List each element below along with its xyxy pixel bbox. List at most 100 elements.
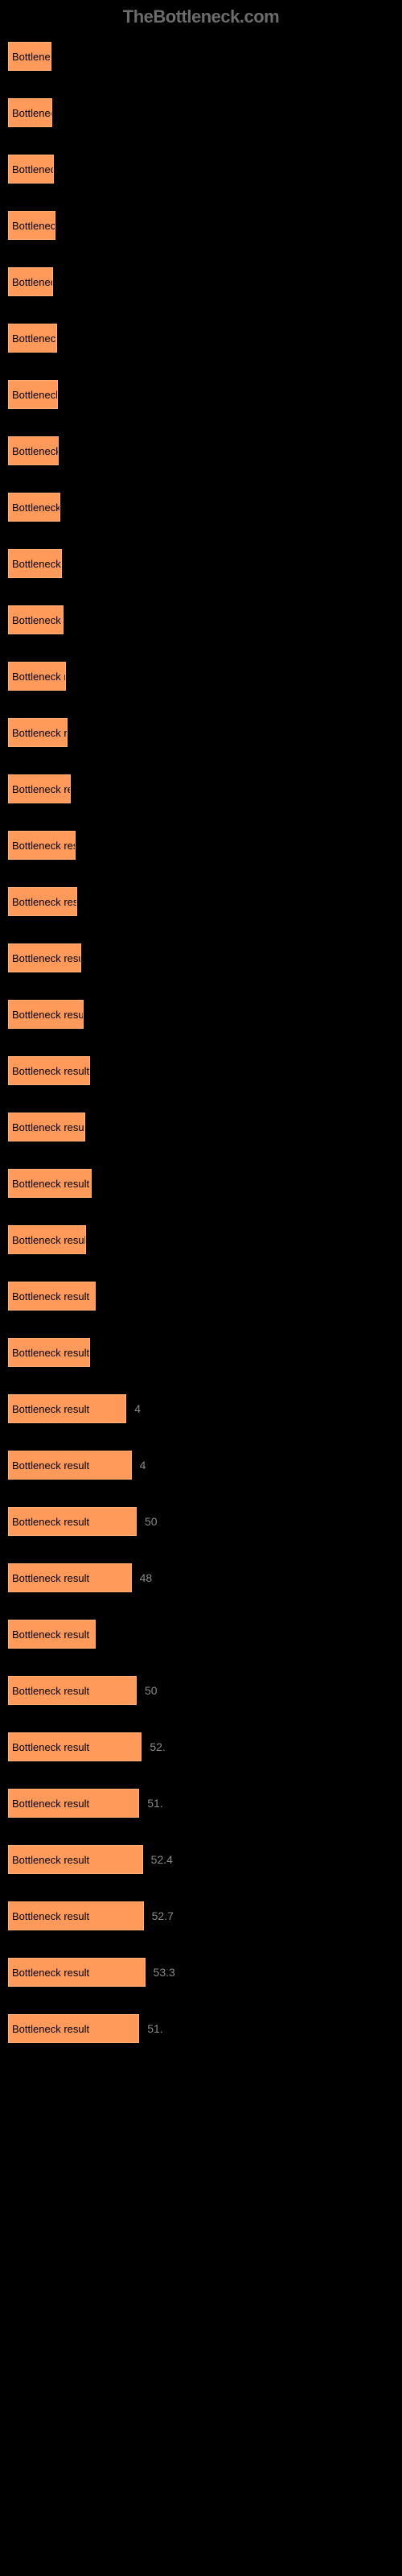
- chart-row: Bottleneck result: [8, 324, 394, 353]
- chart-row: Bottleneck result50: [8, 1507, 394, 1536]
- bar-inside-label: Bottleneck result: [12, 1516, 89, 1528]
- chart-bar: Bottleneck result: [8, 831, 76, 860]
- chart-row: Bottleneck result 52.4: [8, 1845, 394, 1874]
- chart-bar: Bottleneck result: [8, 1958, 146, 1987]
- bar-inside-label: Bottleneck result: [12, 1065, 89, 1077]
- chart-row: Bottleneck result 4: [8, 1451, 394, 1480]
- bar-inside-label: Bottleneck result: [12, 2023, 89, 2035]
- chart-bar: Bottleneck result: [8, 605, 64, 634]
- bar-inside-label: Bottleneck result: [12, 783, 71, 795]
- chart-bar: Bottleneck result: [8, 1056, 90, 1085]
- bar-inside-label: Bottleneck result: [12, 1798, 89, 1810]
- chart-row: Bottleneck result: [8, 774, 394, 803]
- chart-bar: Bottleneck result: [8, 549, 62, 578]
- chart-row: Bottleneck result 51.: [8, 2014, 394, 2043]
- bar-inside-label: Bottleneck result: [12, 1121, 85, 1133]
- bar-inside-label: Bottleneck result: [12, 276, 53, 288]
- chart-bar: Bottleneck result: [8, 1507, 137, 1536]
- chart-bar: Bottleneck result: [8, 1620, 96, 1649]
- chart-row: Bottleneck result: [8, 493, 394, 522]
- chart-row: Bottleneck result: [8, 605, 394, 634]
- bar-value-label: 52.7: [152, 1909, 174, 1922]
- chart-row: Bottleneck result: [8, 42, 394, 71]
- bar-inside-label: Bottleneck result: [12, 840, 76, 852]
- chart-row: Bottleneck result: [8, 887, 394, 916]
- chart-row: Bottleneck result 48: [8, 1563, 394, 1592]
- bar-inside-label: Bottleneck result: [12, 1967, 89, 1979]
- bar-value-label: 48: [140, 1571, 153, 1584]
- chart-row: Bottleneck result: [8, 155, 394, 184]
- chart-row: Bottleneck result 52.7: [8, 1901, 394, 1930]
- bar-inside-label: Bottleneck result: [12, 896, 77, 908]
- chart-bar: Bottleneck result: [8, 718, 68, 747]
- bar-value-label: 4: [140, 1459, 146, 1472]
- chart-row: Bottleneck result: [8, 1169, 394, 1198]
- chart-row: Bottleneck result: [8, 831, 394, 860]
- chart-bar: Bottleneck result: [8, 1732, 142, 1761]
- chart-row: Bottleneck result: [8, 549, 394, 578]
- chart-bar: Bottleneck result: [8, 1563, 132, 1592]
- bar-inside-label: Bottleneck result: [12, 1009, 84, 1021]
- bar-inside-label: Bottleneck result: [12, 1403, 89, 1415]
- chart-bar: Bottleneck result: [8, 267, 53, 296]
- bar-inside-label: Bottleneck result: [12, 671, 66, 683]
- chart-row: Bottleneck result: [8, 211, 394, 240]
- chart-row: Bottleneck result53.3: [8, 1958, 394, 1987]
- bar-inside-label: Bottleneck result: [12, 1347, 89, 1359]
- chart-bar: Bottleneck result: [8, 42, 51, 71]
- bar-inside-label: Bottleneck result: [12, 389, 58, 401]
- bar-inside-label: Bottleneck result: [12, 1459, 89, 1472]
- chart-bar: Bottleneck result: [8, 436, 59, 465]
- bar-inside-label: Bottleneck result: [12, 1290, 89, 1302]
- chart-row: Bottleneck result: [8, 1338, 394, 1367]
- chart-bar: Bottleneck result: [8, 1845, 143, 1874]
- site-title: TheBottleneck.com: [8, 6, 394, 27]
- chart-bar: Bottleneck result: [8, 324, 57, 353]
- bar-inside-label: Bottleneck result: [12, 952, 81, 964]
- bar-inside-label: Bottleneck result: [12, 1685, 89, 1697]
- chart-row: Bottleneck result: [8, 1225, 394, 1254]
- chart-bar: Bottleneck result: [8, 943, 81, 972]
- chart-bar: Bottleneck result: [8, 380, 58, 409]
- chart-bar: Bottleneck result: [8, 493, 60, 522]
- bar-inside-label: Bottleneck result: [12, 51, 51, 63]
- bar-inside-label: Bottleneck result: [12, 1234, 86, 1246]
- chart-bar: Bottleneck result: [8, 1225, 86, 1254]
- bar-inside-label: Bottleneck result: [12, 614, 64, 626]
- bar-value-label: 50: [145, 1684, 158, 1697]
- chart-row: Bottleneck result: [8, 380, 394, 409]
- chart-bar: Bottleneck result: [8, 1394, 126, 1423]
- bar-value-label: 52.: [150, 1740, 165, 1753]
- bar-inside-label: Bottleneck result: [12, 1741, 89, 1753]
- bar-inside-label: Bottleneck result: [12, 1629, 89, 1641]
- chart-bar: Bottleneck result: [8, 211, 55, 240]
- bar-inside-label: Bottleneck result: [12, 1854, 89, 1866]
- chart-bar: Bottleneck result: [8, 1451, 132, 1480]
- chart-row: Bottleneck result: [8, 1620, 394, 1649]
- bar-inside-label: Bottleneck result: [12, 502, 60, 514]
- chart-bar: Bottleneck result: [8, 1901, 144, 1930]
- chart-row: Bottleneck result: [8, 1000, 394, 1029]
- chart-bar: Bottleneck result: [8, 98, 52, 127]
- bar-inside-label: Bottleneck result: [12, 220, 55, 232]
- chart-bar: Bottleneck result: [8, 662, 66, 691]
- bar-inside-label: Bottleneck result: [12, 107, 52, 119]
- bar-value-label: 51.: [147, 2022, 162, 2035]
- chart-row: Bottleneck result: [8, 662, 394, 691]
- chart-bar: Bottleneck result: [8, 2014, 139, 2043]
- chart-row: Bottleneck result: [8, 98, 394, 127]
- bar-value-label: 52.4: [151, 1853, 173, 1866]
- chart-row: Bottleneck result 50: [8, 1676, 394, 1705]
- chart-row: Bottleneck result 4: [8, 1394, 394, 1423]
- chart-bar: Bottleneck result: [8, 1676, 137, 1705]
- chart-row: Bottleneck result: [8, 718, 394, 747]
- chart-row: Bottleneck result: [8, 1056, 394, 1085]
- bar-inside-label: Bottleneck result: [12, 727, 68, 739]
- chart-row: Bottleneck result: [8, 267, 394, 296]
- bar-value-label: 51.: [147, 1797, 162, 1810]
- bottleneck-chart: Bottleneck resultBottleneck resultBottle…: [8, 42, 394, 2043]
- bar-value-label: 4: [134, 1402, 141, 1415]
- bar-inside-label: Bottleneck result: [12, 1572, 89, 1584]
- chart-bar: Bottleneck result: [8, 1169, 92, 1198]
- chart-row: Bottleneck result: [8, 1113, 394, 1141]
